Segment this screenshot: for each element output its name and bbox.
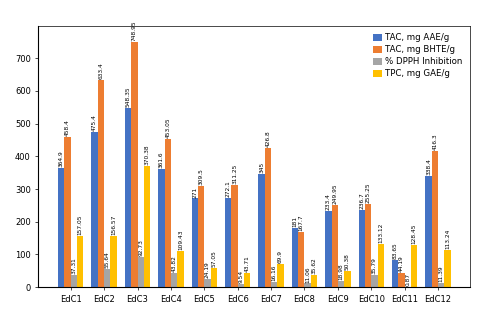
Bar: [265, 148, 271, 287]
Bar: [411, 245, 418, 287]
Bar: [311, 275, 317, 287]
Text: 233.4: 233.4: [326, 193, 331, 210]
Bar: [158, 169, 165, 287]
Bar: [304, 284, 311, 287]
Bar: [325, 211, 332, 287]
Text: 361.6: 361.6: [159, 152, 164, 168]
Bar: [258, 174, 265, 287]
Text: 109.43: 109.43: [178, 230, 183, 250]
Text: 55.64: 55.64: [105, 251, 110, 268]
Text: 43.82: 43.82: [171, 255, 177, 272]
Bar: [372, 275, 378, 287]
Bar: [98, 80, 104, 287]
Bar: [137, 257, 144, 287]
Text: 475.4: 475.4: [92, 114, 97, 131]
Bar: [244, 273, 251, 287]
Bar: [277, 264, 284, 287]
Bar: [58, 168, 64, 287]
Text: 311.25: 311.25: [232, 164, 237, 184]
Text: 272.1: 272.1: [226, 181, 231, 197]
Bar: [298, 232, 304, 287]
Bar: [231, 185, 238, 287]
Text: 458.4: 458.4: [65, 119, 70, 136]
Bar: [125, 108, 131, 287]
Bar: [292, 228, 298, 287]
Bar: [192, 198, 198, 287]
Bar: [165, 139, 171, 287]
Bar: [104, 269, 110, 287]
Text: 16.16: 16.16: [272, 264, 277, 281]
Text: 113.24: 113.24: [445, 229, 450, 249]
Text: 364.9: 364.9: [59, 150, 64, 167]
Bar: [332, 205, 338, 287]
Text: 370.38: 370.38: [144, 145, 150, 165]
Text: 11.06: 11.06: [305, 266, 310, 283]
Text: 156.57: 156.57: [111, 215, 116, 235]
Bar: [344, 271, 350, 287]
Bar: [338, 281, 344, 287]
Text: 338.4: 338.4: [426, 159, 431, 175]
Text: 83.65: 83.65: [393, 242, 397, 259]
Bar: [271, 282, 277, 287]
Text: 18.98: 18.98: [338, 263, 344, 280]
Text: 748.95: 748.95: [132, 21, 137, 41]
Text: 426.8: 426.8: [265, 130, 270, 146]
Bar: [204, 279, 211, 287]
Bar: [398, 273, 405, 287]
Text: 24.19: 24.19: [205, 262, 210, 278]
Bar: [77, 236, 84, 287]
Text: 345: 345: [259, 162, 264, 173]
Text: 57.05: 57.05: [211, 251, 216, 267]
Bar: [438, 283, 444, 287]
Text: 35.62: 35.62: [312, 258, 316, 274]
Text: 236.7: 236.7: [359, 192, 364, 209]
Bar: [392, 260, 398, 287]
Text: 92.73: 92.73: [138, 239, 143, 256]
Text: 548.35: 548.35: [125, 86, 131, 107]
Text: 633.4: 633.4: [98, 62, 104, 79]
Text: 416.3: 416.3: [432, 133, 437, 150]
Text: 43.71: 43.71: [245, 255, 250, 272]
Bar: [144, 166, 150, 287]
Text: 249.95: 249.95: [332, 184, 337, 204]
Bar: [171, 273, 177, 287]
Text: 255.25: 255.25: [366, 182, 371, 203]
Text: 157.05: 157.05: [78, 214, 83, 235]
Bar: [378, 244, 384, 287]
Bar: [198, 186, 204, 287]
Text: 11.39: 11.39: [439, 266, 444, 282]
Bar: [91, 132, 98, 287]
Text: 50.38: 50.38: [345, 253, 350, 270]
Text: 133.12: 133.12: [378, 222, 384, 242]
Bar: [444, 250, 451, 287]
Bar: [432, 151, 438, 287]
Text: 9.54: 9.54: [239, 270, 243, 283]
Text: 44.19: 44.19: [399, 255, 404, 272]
Bar: [177, 251, 184, 287]
Text: 167.7: 167.7: [299, 215, 304, 231]
Text: 181: 181: [292, 216, 298, 227]
Bar: [225, 198, 231, 287]
Text: 309.5: 309.5: [199, 168, 204, 185]
Text: 37.31: 37.31: [72, 257, 76, 274]
Bar: [238, 284, 244, 287]
Bar: [211, 269, 217, 287]
Text: 128.45: 128.45: [412, 224, 417, 244]
Bar: [425, 176, 432, 287]
Text: 453.05: 453.05: [165, 117, 170, 138]
Text: 69.9: 69.9: [278, 250, 283, 263]
Bar: [131, 42, 137, 287]
Bar: [365, 204, 372, 287]
Text: 0.87: 0.87: [405, 273, 410, 286]
Text: 35.79: 35.79: [372, 257, 377, 274]
Bar: [110, 236, 117, 287]
Bar: [64, 137, 71, 287]
Legend: TAC, mg AAE/g, TAC, mg BHTE/g, % DPPH Inhibition, TPC, mg GAE/g: TAC, mg AAE/g, TAC, mg BHTE/g, % DPPH In…: [370, 30, 466, 82]
Bar: [359, 210, 365, 287]
Text: 271: 271: [192, 186, 197, 197]
Bar: [71, 275, 77, 287]
